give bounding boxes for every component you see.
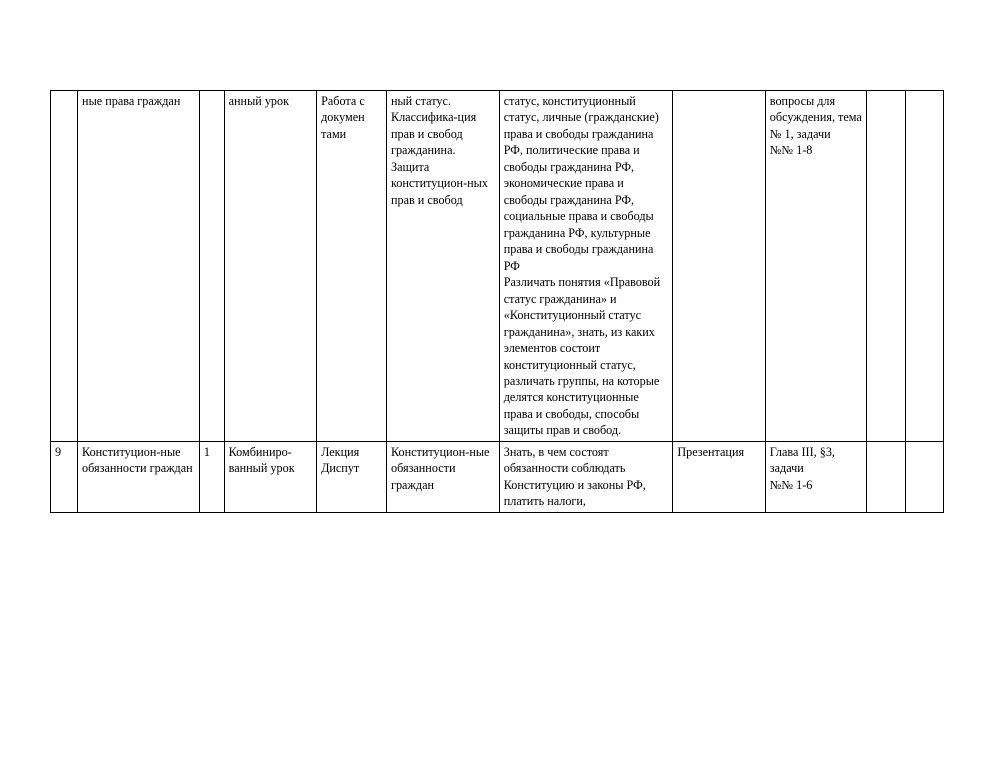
cell-homework: вопросы для обсуждения, тема № 1, задачи…: [765, 91, 866, 442]
cell-date2: [905, 441, 943, 512]
cell-num: [51, 91, 78, 442]
cell-content: ный статус. Классифика-ция прав и свобод…: [386, 91, 499, 442]
table-row: 9 Конституцион-ные обязанности граждан 1…: [51, 441, 944, 512]
cell-date1: [867, 441, 905, 512]
cell-lesson-type: анный урок: [224, 91, 316, 442]
cell-requirements: статус, конституционный статус, личные (…: [499, 91, 673, 442]
cell-date1: [867, 91, 905, 442]
curriculum-table: ные права граждан анный урок Работа с до…: [50, 90, 944, 513]
cell-hours: 1: [199, 441, 224, 512]
cell-topic: ные права граждан: [78, 91, 200, 442]
cell-form: Лекция Диспут: [317, 441, 387, 512]
cell-homework: Глава III, §3, задачи№№ 1-6: [765, 441, 866, 512]
cell-requirements: Знать, в чем состоят обязанности соблюда…: [499, 441, 673, 512]
document-page: ные права граждан анный урок Работа с до…: [0, 0, 994, 533]
cell-form: Работа с докумен тами: [317, 91, 387, 442]
cell-content: Конституцион-ные обязанности граждан: [386, 441, 499, 512]
cell-date2: [905, 91, 943, 442]
cell-equipment: Презентация: [673, 441, 765, 512]
cell-num: 9: [51, 441, 78, 512]
cell-topic: Конституцион-ные обязанности граждан: [78, 441, 200, 512]
cell-hours: [199, 91, 224, 442]
cell-equipment: [673, 91, 765, 442]
cell-lesson-type: Комбиниро-ванный урок: [224, 441, 316, 512]
table-row: ные права граждан анный урок Работа с до…: [51, 91, 944, 442]
